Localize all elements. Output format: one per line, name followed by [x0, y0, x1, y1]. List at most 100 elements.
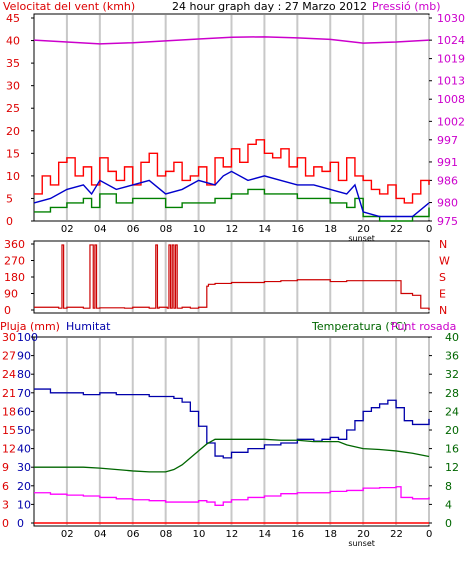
- wind-axis-label: Velocitat del vent (kmh): [3, 0, 135, 13]
- compass-label: W: [439, 255, 450, 268]
- pressure-tick: 1008: [437, 93, 465, 106]
- pressure-axis-label: Pressió (mb): [372, 0, 441, 13]
- humidity-line: [34, 388, 430, 459]
- humidity-tick: 30: [17, 461, 31, 474]
- wind-speed-tick: 15: [6, 147, 20, 160]
- temperature-tick: 36: [445, 350, 459, 363]
- humidity-tick: 90: [17, 350, 31, 363]
- humidity-tick: 60: [17, 405, 31, 418]
- x-tick-label: 18: [324, 529, 337, 540]
- humidity-tick: 50: [17, 424, 31, 437]
- rain-tick: 12: [2, 443, 16, 456]
- wind-direction-line: [34, 244, 430, 310]
- humidity-tick: 70: [17, 387, 31, 400]
- rain-tick: 0: [2, 517, 9, 530]
- pressure-tick: 1002: [437, 115, 465, 128]
- compass-label: N: [439, 238, 447, 251]
- x-tick-label: 02: [61, 529, 74, 540]
- x-tick-label: 14: [258, 224, 271, 235]
- pressure-tick: 991: [437, 156, 458, 169]
- x-tick-label: 0: [426, 529, 432, 540]
- chart-title: 24 hour graph day : 27 Marzo 2012: [172, 0, 367, 13]
- x-tick-label: 20: [357, 529, 370, 540]
- x-tick-label: 10: [193, 224, 206, 235]
- temperature-tick: 8: [445, 480, 452, 493]
- compass-label: N: [439, 304, 447, 317]
- pressure-tick: 1019: [437, 53, 465, 66]
- wind-speed-tick: 5: [6, 192, 13, 205]
- wind-speed-tick: 25: [6, 102, 20, 115]
- temperature-tick: 24: [445, 405, 459, 418]
- temperature-tick: 28: [445, 387, 459, 400]
- dewpoint-axis-label: Punt rosada: [391, 320, 456, 333]
- temperature-tick: 16: [445, 443, 459, 456]
- wind-average-line: [34, 188, 430, 222]
- compass-label: E: [439, 288, 446, 301]
- direction-degree-tick: 90: [4, 288, 18, 301]
- rain-tick: 30: [2, 331, 16, 344]
- pressure-tick: 986: [437, 174, 458, 187]
- rain-tick: 27: [2, 350, 16, 363]
- humidity-tick: 40: [17, 443, 31, 456]
- direction-degree-tick: 360: [4, 238, 25, 251]
- x-tick-label: 04: [94, 529, 107, 540]
- humidity-tick: 10: [17, 498, 31, 511]
- x-tick-label: 18: [324, 224, 337, 235]
- pressure-tick: 997: [437, 134, 458, 147]
- wind-speed-tick: 20: [6, 125, 20, 138]
- x-tick-label: 12: [226, 224, 239, 235]
- wind-speed-line: [33, 170, 430, 218]
- humidity-tick: 20: [17, 480, 31, 493]
- compass-label: S: [439, 271, 446, 284]
- humidity-axis-label: Humitat: [66, 320, 111, 333]
- x-tick-label: 06: [127, 224, 140, 235]
- rain-tick: 18: [2, 405, 16, 418]
- humidity-tick: 80: [17, 368, 31, 381]
- temperature-tick: 40: [445, 331, 459, 344]
- wind-speed-tick: 10: [6, 170, 20, 183]
- temperature-axis-label: Temperatura (°C): [311, 320, 407, 333]
- rain-tick: 6: [2, 480, 9, 493]
- wind-speed-tick: 0: [6, 215, 13, 228]
- pressure-tick: 1013: [437, 75, 465, 88]
- temperature-tick: 4: [445, 498, 452, 511]
- temperature-tick: 20: [445, 424, 459, 437]
- x-tick-label: 08: [160, 224, 173, 235]
- x-tick-label: 12: [226, 529, 239, 540]
- x-tick-label: 08: [160, 529, 173, 540]
- wind-gust-line: [34, 139, 430, 204]
- x-tick-label: 22: [390, 224, 403, 235]
- direction-degree-tick: 270: [4, 255, 25, 268]
- sunset-marker-label: sunset: [348, 234, 375, 243]
- x-tick-label: 14: [258, 529, 271, 540]
- temperature-line: [34, 438, 430, 473]
- direction-degree-tick: 0: [4, 304, 11, 317]
- pressure-tick: 1030: [437, 12, 465, 25]
- rain-tick: 3: [2, 498, 9, 511]
- wind-speed-tick: 35: [6, 57, 20, 70]
- x-tick-label: 20: [357, 224, 370, 235]
- rain-tick: 21: [2, 387, 16, 400]
- x-tick-label: 04: [94, 224, 107, 235]
- humidity-tick: 100: [17, 331, 38, 344]
- rain-tick: 15: [2, 424, 16, 437]
- pressure-tick: 1024: [437, 34, 465, 47]
- x-tick-label: 22: [390, 529, 403, 540]
- humidity-tick: 0: [17, 517, 24, 530]
- x-tick-label: 16: [291, 224, 304, 235]
- pressure-line: [33, 36, 430, 45]
- wind-speed-tick: 45: [6, 12, 20, 25]
- rain-tick: 24: [2, 368, 16, 381]
- dewpoint-line: [34, 486, 430, 506]
- direction-degree-tick: 180: [4, 271, 25, 284]
- sunset-marker-label: sunset: [348, 539, 375, 548]
- temperature-tick: 0: [445, 517, 452, 530]
- temperature-tick: 32: [445, 368, 459, 381]
- rain-tick: 9: [2, 461, 9, 474]
- wind-speed-tick: 40: [6, 35, 20, 48]
- temperature-tick: 12: [445, 461, 459, 474]
- wind-speed-tick: 30: [6, 80, 20, 93]
- x-tick-label: 10: [193, 529, 206, 540]
